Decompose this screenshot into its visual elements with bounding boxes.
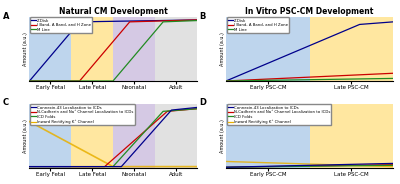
- Text: B: B: [199, 12, 206, 21]
- Bar: [310, 17, 393, 81]
- Y-axis label: Amount (a.u.): Amount (a.u.): [220, 32, 225, 66]
- Bar: [113, 17, 155, 81]
- Bar: [71, 17, 113, 81]
- Legend: Connexin-43 Localization to ICDs, N-Cadherin and Na⁺ Channel Localization to ICD: Connexin-43 Localization to ICDs, N-Cadh…: [227, 104, 331, 125]
- Bar: [155, 17, 196, 81]
- Text: A: A: [3, 12, 9, 21]
- Title: Natural CM Development: Natural CM Development: [59, 7, 167, 16]
- Y-axis label: Amount (a.u.): Amount (a.u.): [23, 32, 28, 66]
- Legend: Z-Disk, I Band, A Band, and H Zone, M Line: Z-Disk, I Band, A Band, and H Zone, M Li…: [227, 17, 289, 33]
- Legend: Z-Disk, I Band, A Band, and H Zone, M Line: Z-Disk, I Band, A Band, and H Zone, M Li…: [30, 17, 92, 33]
- Bar: [113, 104, 155, 168]
- Bar: [310, 104, 393, 168]
- Bar: [226, 17, 310, 81]
- Bar: [226, 104, 310, 168]
- Y-axis label: Amount (a.u.): Amount (a.u.): [220, 119, 225, 153]
- Text: D: D: [199, 98, 206, 107]
- Y-axis label: Amount (a.u.): Amount (a.u.): [23, 119, 28, 153]
- Bar: [71, 104, 113, 168]
- Legend: Connexin-43 Localization to ICDs, N-Cadherin and Na⁺ Channel Localization to ICD: Connexin-43 Localization to ICDs, N-Cadh…: [30, 104, 135, 125]
- Bar: [30, 104, 71, 168]
- Text: C: C: [3, 98, 9, 107]
- Bar: [30, 17, 71, 81]
- Title: In Vitro PSC-CM Development: In Vitro PSC-CM Development: [245, 7, 374, 16]
- Bar: [155, 104, 196, 168]
